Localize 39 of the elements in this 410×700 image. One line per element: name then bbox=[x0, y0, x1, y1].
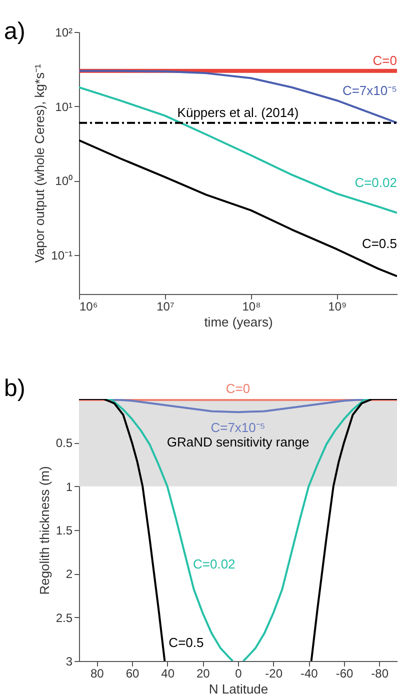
series-label: C=0 bbox=[372, 52, 397, 68]
x-tick-label: 10⁹ bbox=[328, 300, 347, 314]
y-tick-label: 2 bbox=[66, 567, 73, 582]
x-tick-label: 10⁶ bbox=[80, 300, 98, 314]
chart-title: b) bbox=[4, 375, 26, 402]
x-axis-title: time (years) bbox=[204, 314, 273, 330]
x-tick-label: -80 bbox=[371, 666, 389, 680]
y-tick-label: 1 bbox=[66, 480, 73, 494]
y-tick-label: 3 bbox=[66, 654, 73, 668]
x-tick-label: 0 bbox=[235, 666, 242, 680]
series-label: C=0.5 bbox=[168, 635, 204, 650]
series-label: C=0 bbox=[226, 381, 250, 396]
y-axis-title: Regolith thickness (m) bbox=[36, 466, 52, 595]
series-label: C=0.5 bbox=[362, 236, 397, 252]
chart-title: a) bbox=[4, 18, 26, 45]
series-label: C=7x10⁻⁵ bbox=[210, 420, 266, 436]
band-label: GRaND sensitivity range bbox=[166, 434, 310, 450]
series-label: C=0.02 bbox=[354, 174, 397, 190]
y-tick-label: 10² bbox=[55, 26, 73, 40]
x-tick-label: 40 bbox=[161, 666, 175, 680]
series-label: C=0.02 bbox=[193, 556, 236, 572]
y-tick-label: 0.5 bbox=[56, 436, 73, 450]
x-tick-label: 10⁷ bbox=[156, 300, 174, 314]
y-tick-label: 10⁰ bbox=[55, 174, 72, 188]
ref-line-label: Küppers et al. (2014) bbox=[177, 104, 299, 120]
y-tick-label: 1.5 bbox=[56, 524, 73, 538]
y-axis-title: Vapor output (whole Ceres), kg*s⁻¹ bbox=[32, 63, 48, 263]
x-tick-label: -40 bbox=[300, 666, 318, 680]
x-tick-label: 60 bbox=[126, 666, 140, 680]
x-tick-label: 10⁸ bbox=[242, 300, 261, 314]
x-tick-label: 80 bbox=[90, 666, 104, 680]
x-tick-label: -60 bbox=[336, 666, 354, 680]
x-axis-title: N Latitude bbox=[208, 682, 268, 696]
y-tick-label: 10¹ bbox=[55, 100, 73, 114]
y-tick-label: 10⁻¹ bbox=[51, 248, 73, 263]
x-tick-label: -20 bbox=[265, 666, 283, 680]
series-label: C=7x10⁻⁵ bbox=[342, 82, 397, 98]
y-tick-label: 2.5 bbox=[56, 610, 73, 625]
x-tick-label: 20 bbox=[196, 666, 210, 680]
